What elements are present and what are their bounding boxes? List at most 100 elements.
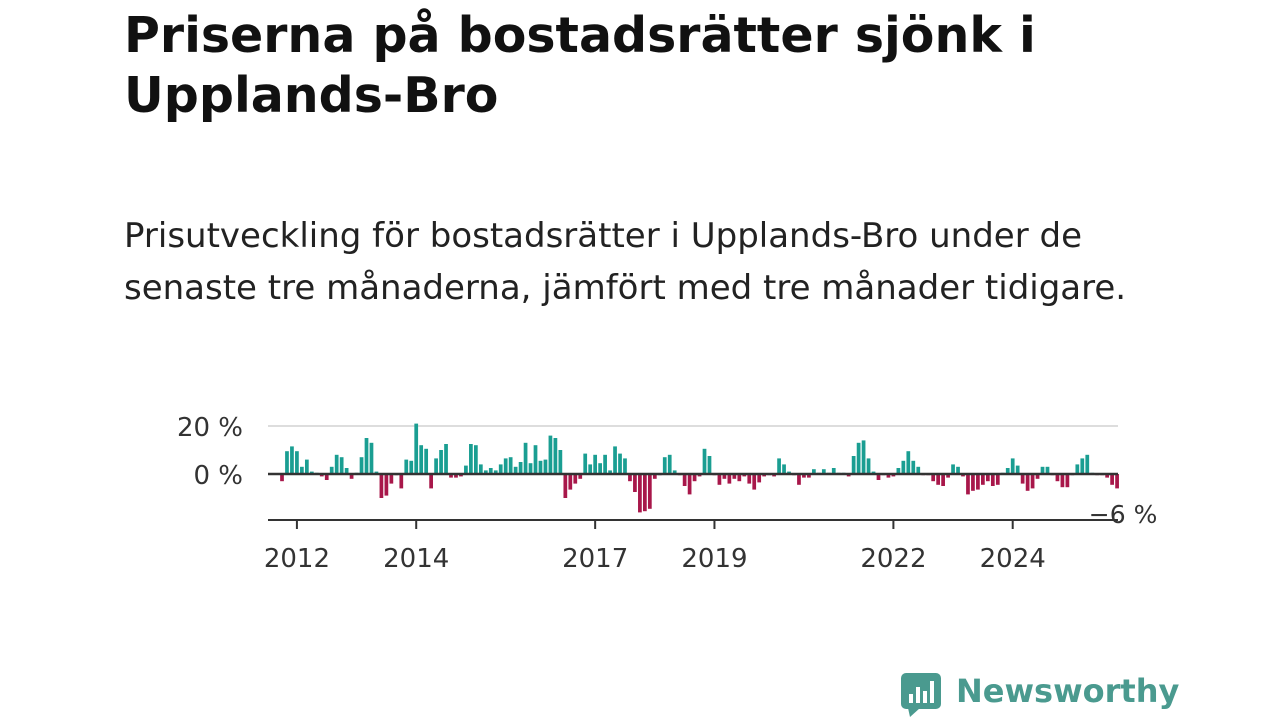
bar [802,474,806,478]
bar [518,462,523,474]
bar [488,468,493,474]
bar [931,474,936,482]
newsworthy-chart-bubble-icon [901,673,941,717]
bar [628,474,632,482]
x-tick-label: 2024 [980,544,1046,574]
bar [613,446,617,474]
bar [573,474,578,484]
bar [985,474,990,482]
bar [851,456,856,474]
bar [543,459,548,474]
bar [812,469,816,474]
bar [866,458,871,474]
bar [493,470,498,474]
bar [1105,474,1110,478]
bar [633,474,637,492]
bar [1040,466,1045,474]
bar [643,474,647,512]
bar [1030,474,1035,489]
bar [1085,454,1090,474]
bar [647,474,652,509]
bar [1020,474,1025,484]
bar [911,460,916,474]
bar [682,474,687,486]
bar [896,468,901,474]
bar [578,474,583,479]
bar [1115,474,1119,489]
bar [300,466,304,474]
bar [638,474,642,513]
bar [652,474,657,479]
bar [478,464,483,474]
bar [359,457,364,474]
bar [727,474,732,484]
bar [807,474,811,478]
bar [951,464,955,474]
bar [995,474,1000,485]
bar [1015,465,1020,474]
bar [971,474,975,491]
bar [598,463,602,474]
bar [707,456,712,474]
bar [782,464,786,474]
bar [439,450,443,474]
bar [1075,464,1080,474]
bar [389,474,394,484]
bar [329,466,334,474]
bar-series [280,423,1119,513]
bar [856,442,861,474]
bar [722,474,727,479]
bar [1010,458,1015,474]
x-tick-label: 2019 [681,544,747,574]
bar [280,474,284,482]
bar [558,450,563,474]
bar [498,464,503,474]
bar [1080,458,1085,474]
bar [469,444,473,474]
bar [538,460,543,474]
bar-chart: 0 % 20 % 2012 2014 2017 2019 2022 2024 −6 % [177,413,1158,574]
bar [409,460,414,474]
bar [886,474,891,478]
brand-name: Newsworthy [956,672,1180,710]
bar [990,474,995,486]
bar [513,466,518,474]
bar [916,466,921,474]
bar [404,459,409,474]
bar [966,474,970,495]
bar [474,445,478,474]
bar [523,442,528,474]
bar [563,474,568,498]
bar [379,474,384,498]
bar [444,444,448,474]
bar [861,440,866,474]
latest-value-annotation: −6 % [1089,500,1158,529]
bar [334,454,339,474]
bar [285,451,289,474]
bar [419,445,424,474]
bar [603,454,607,474]
x-tick-label: 2022 [860,544,926,574]
bar [593,454,598,474]
chart-title: Priserna på bostadsrätter sjönk i Upplan… [124,7,1036,124]
bar [583,453,588,474]
bar [290,446,294,474]
bar [757,474,762,483]
bar [946,474,950,478]
bar [464,465,468,474]
bar [717,474,722,485]
bar [821,469,826,474]
bar [1110,474,1114,485]
bar [568,474,573,490]
bar [588,464,593,474]
bar [449,474,453,478]
bar [1035,474,1040,479]
bar [483,470,488,474]
y-tick-label: 0 % [193,461,243,491]
bar [1045,466,1050,474]
bar [687,474,692,495]
bar [1055,474,1060,482]
bar [662,457,667,474]
bar [732,474,737,479]
bar [831,468,836,474]
